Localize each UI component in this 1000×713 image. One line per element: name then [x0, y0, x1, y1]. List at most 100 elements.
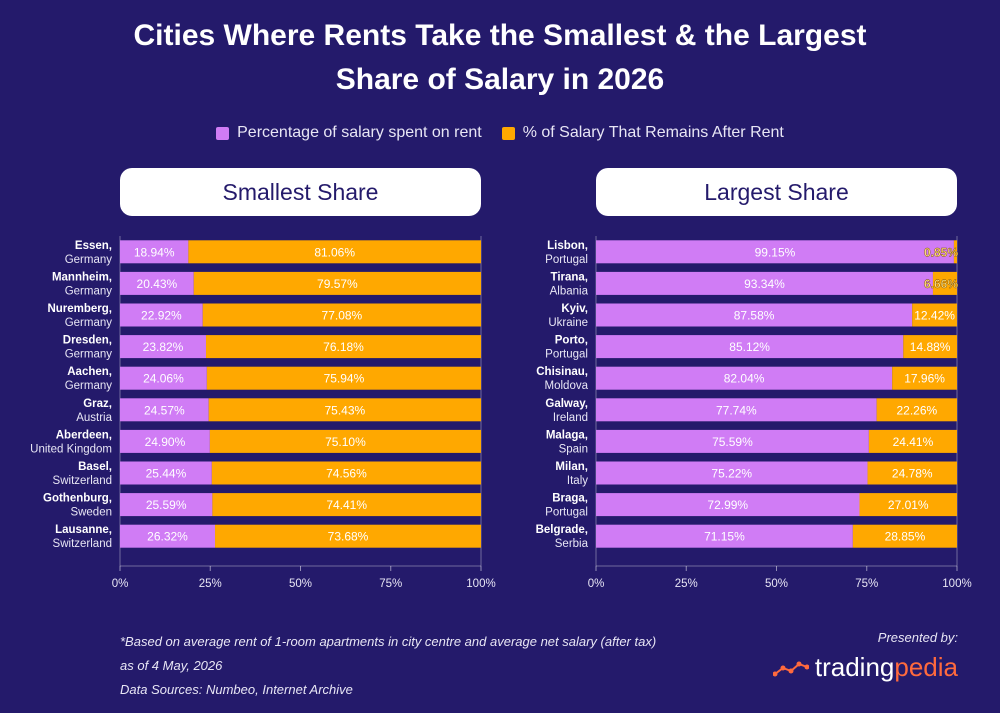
largest-bar-rent [596, 493, 860, 517]
smallest-data-label-remain: 74.56% [326, 467, 367, 481]
smallest-bar-remain [188, 240, 481, 264]
largest-bar-remain [876, 398, 957, 422]
smallest-data-label-rent: 24.90% [145, 435, 186, 449]
smallest-data-label-rent: 24.06% [143, 372, 184, 386]
largest-data-label-remain: 12.42% [914, 309, 955, 323]
legend-swatch-remain [501, 126, 515, 140]
smallest-bar-remain [205, 335, 481, 359]
smallest-data-label-rent: 25.44% [146, 467, 187, 481]
largest-bar-rent [596, 366, 893, 390]
smallest-category-city: Essen, [75, 240, 112, 252]
panel-header-smallest: Smallest Share [120, 168, 481, 216]
footnote: *Based on average rent of 1-room apartme… [120, 630, 656, 702]
smallest-x-tick-label: 50% [289, 578, 312, 590]
largest-category-country: Ireland [553, 412, 588, 424]
largest-data-label-rent: 82.04% [724, 372, 765, 386]
largest-category-city: Milan, [555, 461, 588, 473]
largest-data-label-remain: 24.78% [892, 467, 933, 481]
largest-category-country: Portugal [545, 349, 588, 361]
smallest-data-label-rent: 20.43% [137, 277, 178, 291]
smallest-category-country: Switzerland [53, 475, 112, 487]
legend-label-rent: Percentage of salary spent on rent [237, 124, 482, 141]
largest-bar-remain [867, 461, 957, 485]
largest-x-tick-label: 100% [942, 578, 971, 590]
largest-data-label-rent: 72.99% [707, 498, 748, 512]
smallest-x-tick-label: 75% [379, 578, 402, 590]
largest-bar-remain [912, 303, 957, 327]
smallest-category-city: Lausanne, [55, 524, 112, 536]
smallest-data-label-remain: 75.94% [324, 372, 365, 386]
smallest-data-label-remain: 81.06% [314, 245, 355, 259]
largest-category-city: Braga, [552, 493, 588, 505]
smallest-x-tick-label: 25% [199, 578, 222, 590]
largest-data-label-remain: 22.26% [896, 403, 937, 417]
largest-category-city: Belgrade, [536, 524, 588, 536]
brand-name-part-1: trading [814, 652, 895, 682]
largest-bar-remain [892, 366, 957, 390]
brand-name-part-2: pedia [894, 652, 958, 682]
smallest-data-label-rent: 18.94% [134, 245, 175, 259]
largest-data-label-rent: 75.22% [711, 467, 752, 481]
largest-bar-rent [596, 335, 904, 359]
largest-bar-remain [953, 240, 957, 264]
largest-category-city: Chisinau, [536, 366, 588, 378]
largest-category-city: Lisbon, [547, 240, 588, 252]
line-chart-dots-icon [772, 661, 809, 676]
largest-category-country: Italy [567, 475, 588, 487]
smallest-bar-remain [212, 493, 482, 517]
legend-label-remain: % of Salary That Remains After Rent [522, 124, 784, 141]
largest-bar-remain [852, 524, 957, 548]
largest-bar-remain [859, 493, 957, 517]
smallest-bar-remain [209, 429, 481, 453]
smallest-bar-rent [120, 461, 212, 485]
smallest-bar-rent [120, 366, 207, 390]
largest-category-country: Portugal [545, 254, 588, 266]
smallest-category-country: Germany [65, 254, 113, 266]
smallest-category-country: Austria [76, 412, 112, 424]
smallest-data-label-rent: 26.32% [147, 530, 188, 544]
smallest-data-label-rent: 25.59% [146, 498, 187, 512]
largest-x-tick-label: 0% [588, 578, 605, 590]
smallest-data-label-rent: 23.82% [143, 340, 184, 354]
smallest-data-label-remain: 74.41% [326, 498, 367, 512]
largest-bar-rent [596, 271, 933, 295]
largest-data-label-remain: 28.85% [885, 530, 926, 544]
smallest-category-country: Germany [65, 317, 113, 329]
smallest-bar-rent [120, 493, 213, 517]
smallest-bar-rent [120, 429, 210, 453]
smallest-category-country: Germany [65, 285, 113, 297]
smallest-category-country: Sweden [70, 507, 112, 519]
largest-x-tick-label: 50% [765, 578, 788, 590]
smallest-bar-remain [206, 366, 481, 390]
smallest-category-country: Germany [65, 380, 113, 392]
smallest-category-city: Aachen, [67, 366, 112, 378]
smallest-bar-rent [120, 524, 216, 548]
title-line-2: Share of Salary in 2026 [335, 63, 665, 96]
largest-category-country: Albania [550, 285, 589, 297]
smallest-data-label-rent: 22.92% [141, 309, 182, 323]
largest-data-label-rent: 87.58% [734, 309, 775, 323]
legend-swatch-rent [216, 126, 230, 140]
largest-x-tick-label: 25% [675, 578, 698, 590]
smallest-data-label-rent: 24.57% [144, 403, 185, 417]
legend-item-remain: % of Salary That Remains After Rent [501, 124, 784, 142]
smallest-data-label-remain: 75.43% [324, 403, 365, 417]
largest-data-label-remain: 0.85% [924, 245, 958, 259]
smallest-category-city: Mannheim, [52, 271, 112, 283]
brand-logo: tradingpedia [772, 652, 958, 683]
largest-data-label-remain: 24.41% [893, 435, 934, 449]
smallest-bar-rent [120, 271, 194, 295]
smallest-x-tick-label: 100% [466, 578, 495, 590]
smallest-data-label-remain: 75.10% [325, 435, 366, 449]
smallest-category-country: United Kingdom [30, 443, 112, 455]
smallest-x-tick-label: 0% [112, 578, 129, 590]
largest-data-label-rent: 93.34% [744, 277, 785, 291]
largest-data-label-remain: 27.01% [888, 498, 929, 512]
smallest-data-label-remain: 76.18% [323, 340, 364, 354]
smallest-bar-remain [193, 271, 481, 295]
largest-bar-rent [596, 240, 954, 264]
smallest-bar-remain [211, 461, 482, 485]
largest-data-label-rent: 75.59% [712, 435, 753, 449]
largest-category-city: Tirana, [551, 271, 589, 283]
